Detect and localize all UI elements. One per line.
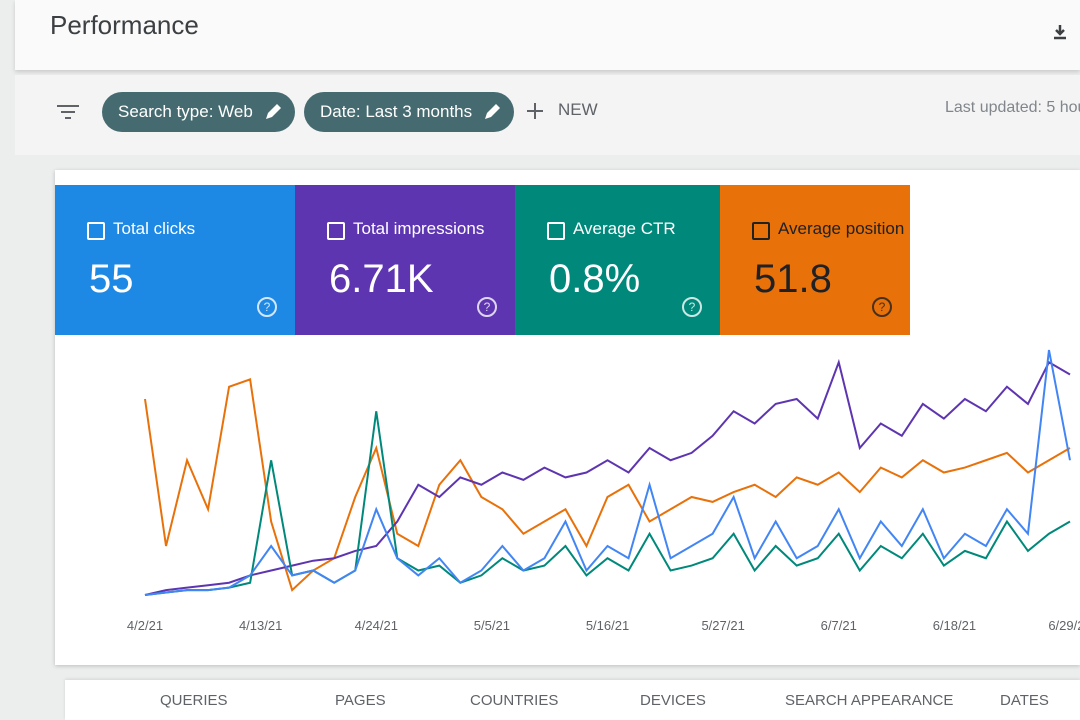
metric-value: 0.8% [549, 257, 641, 301]
tab[interactable]: QUERIES [160, 692, 228, 709]
chip-label: Search type: Web [118, 102, 253, 121]
tab-bar: QUERIES PAGES COUNTRIES DEVICES SEARCH APPEA… [65, 680, 1080, 720]
x-tick-label: 4/13/21 [239, 618, 282, 633]
metric-label: Total impressions [353, 219, 485, 238]
filter-chip[interactable]: Date: Last 3 months [304, 92, 515, 132]
tab[interactable]: COUNTRIES [470, 692, 559, 709]
x-tick-label: 6/29/21 [1048, 618, 1080, 633]
tab[interactable]: PAGES [335, 692, 386, 709]
last-updated: Last updated: 5 hour [945, 99, 1080, 116]
metric-label: Total clicks [113, 219, 196, 238]
performance-panel: 4/2/21 4/13/21 4/24/21 5/5/21 5/16/21 5/27/21… [55, 170, 1080, 665]
metric-card[interactable]: Average position 51.8? [720, 185, 910, 335]
series-line [144, 358, 1071, 596]
tab[interactable]: DEVICES [640, 692, 706, 709]
edit-icon [265, 104, 281, 119]
help-icon: ? [477, 297, 497, 317]
plus-icon [527, 103, 543, 119]
help-icon: ? [872, 297, 892, 317]
tab[interactable]: DATES [1000, 692, 1049, 709]
edit-icon [485, 104, 501, 119]
x-tick-label: 4/24/21 [355, 618, 398, 633]
page-title: Performance [50, 10, 199, 40]
metric-value: 55 [89, 257, 134, 301]
checkbox [327, 222, 345, 240]
metric-card[interactable]: Total impressions 6.71K? [295, 185, 515, 335]
metric-card[interactable]: Average CTR 0.8%? [515, 185, 720, 335]
metric-label: Average CTR [573, 219, 676, 238]
filter-chip[interactable]: Search type: Web [102, 92, 295, 132]
help-icon: ? [682, 297, 702, 317]
checkbox [752, 222, 770, 240]
chip-label: Date: Last 3 months [320, 102, 473, 121]
chart: 4/2/21 4/13/21 4/24/21 5/5/21 5/16/21 5/27/21… [127, 349, 1080, 633]
metric-value: 51.8 [754, 257, 832, 301]
x-tick-label: 6/18/21 [933, 618, 976, 633]
x-tick-label: 5/16/21 [586, 618, 629, 633]
help-icon: ? [257, 297, 277, 317]
series-line [144, 349, 1071, 596]
filter-bar: Search type: Web Date: Last 3 months NEW… [15, 75, 1080, 155]
x-tick-label: 6/7/21 [821, 618, 857, 633]
x-tick-label: 4/2/21 [127, 618, 163, 633]
series-line [144, 378, 1071, 592]
download-icon[interactable] [1050, 22, 1070, 42]
metric-value: 6.71K [329, 257, 434, 301]
tab[interactable]: SEARCH APPEARANCE [785, 692, 954, 709]
new-filter-button[interactable]: NEW [558, 100, 598, 119]
checkbox [87, 222, 105, 240]
metric-card[interactable]: Total clicks 55? [55, 185, 295, 335]
header: Performance [15, 0, 1080, 70]
x-tick-label: 5/27/21 [701, 618, 744, 633]
x-tick-label: 5/5/21 [474, 618, 510, 633]
filter-icon[interactable] [55, 102, 81, 122]
metric-label: Average position [778, 219, 905, 238]
checkbox [547, 222, 565, 240]
